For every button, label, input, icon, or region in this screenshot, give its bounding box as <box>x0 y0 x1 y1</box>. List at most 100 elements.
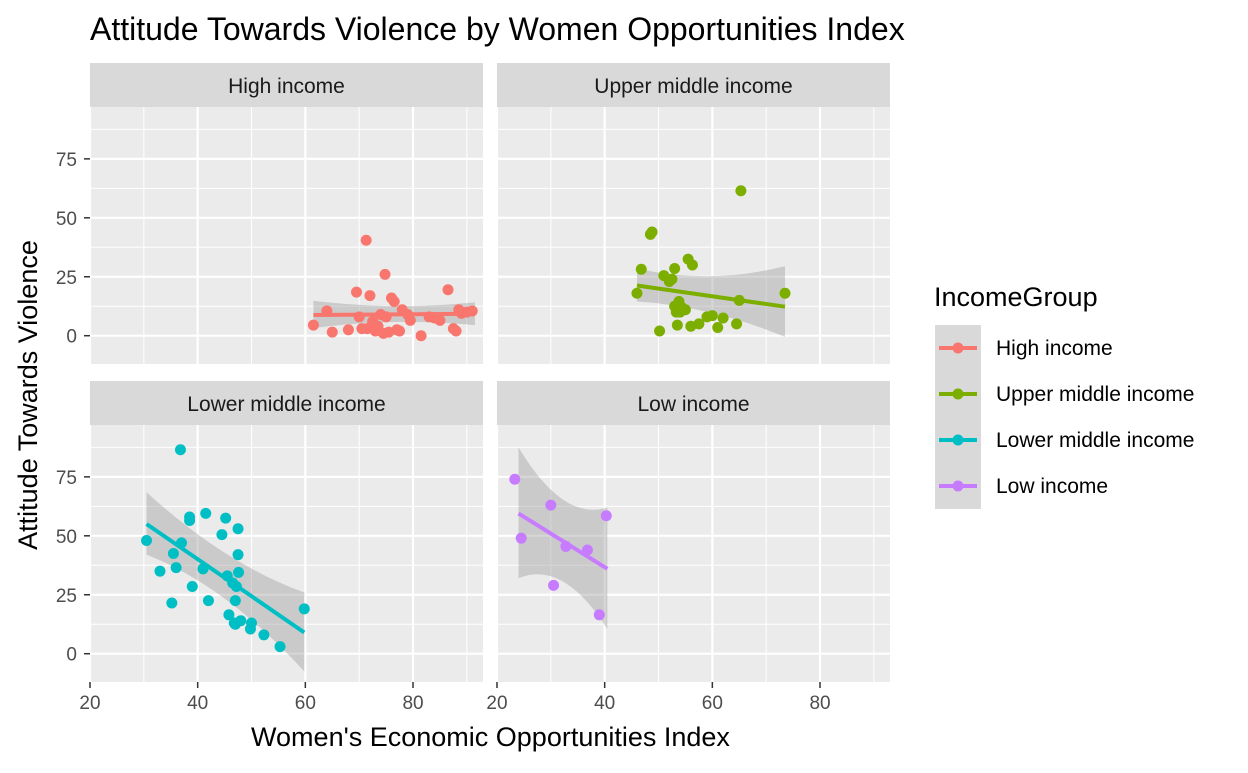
facet-strip-label: Low income <box>637 393 749 416</box>
data-point <box>298 603 310 615</box>
legend-item-label: High income <box>996 337 1113 360</box>
data-point <box>223 609 235 621</box>
y-tick-label: 25 <box>56 586 77 607</box>
facet-strip-label: Lower middle income <box>187 393 385 416</box>
chart-title: Attitude Towards Violence by Women Oppor… <box>90 11 905 47</box>
data-point <box>545 499 557 511</box>
regression-line <box>517 511 609 571</box>
data-point <box>654 325 666 337</box>
data-point <box>174 444 186 456</box>
data-point <box>141 535 153 547</box>
facet-2: Upper middle income <box>495 63 890 364</box>
legend-item-label: Upper middle income <box>996 383 1194 406</box>
y-tick-label: 75 <box>56 150 77 171</box>
data-point <box>600 510 612 522</box>
data-point <box>186 581 198 593</box>
confidence-ribbon <box>146 492 305 672</box>
facet-strip <box>90 63 483 107</box>
data-point <box>360 234 372 246</box>
data-point <box>394 325 406 337</box>
y-tick-label: 0 <box>66 645 77 666</box>
data-point <box>229 595 241 607</box>
data-point <box>712 321 724 333</box>
data-point <box>216 529 228 541</box>
x-tick-label: 40 <box>594 693 615 714</box>
facet-panel-background <box>90 107 483 364</box>
facet-3: Lower middle income 0 25 50 75 20 40 60 80 <box>56 381 483 714</box>
data-point <box>442 284 454 296</box>
data-point <box>671 319 683 331</box>
x-axis-label: Women's Economic Opportunities Index <box>251 722 730 752</box>
data-point <box>235 615 247 627</box>
data-point <box>170 562 182 574</box>
data-point <box>686 259 698 271</box>
x-tick-label: 80 <box>809 693 830 714</box>
facets-layer: High income 0 25 50 75 Upper middle income Low… <box>56 63 890 714</box>
data-point <box>233 566 245 578</box>
data-point <box>246 617 258 629</box>
data-point <box>666 273 678 285</box>
data-point <box>200 507 212 519</box>
data-point <box>154 565 166 577</box>
data-point <box>232 549 244 561</box>
x-tick-label: 20 <box>79 693 100 714</box>
legend-item-label: Lower middle income <box>996 429 1194 452</box>
x-tick-label: 60 <box>702 693 723 714</box>
facet-strip-label: Upper middle income <box>594 75 792 98</box>
regression-line <box>145 522 306 635</box>
facet-panel-background <box>497 107 890 364</box>
facet-panel-background <box>497 425 890 682</box>
facet-strip <box>90 381 483 425</box>
data-point <box>404 314 416 326</box>
data-point <box>706 310 718 322</box>
legend-key-point <box>952 480 964 492</box>
legend-title: IncomeGroup <box>934 282 1098 312</box>
data-point <box>593 609 605 621</box>
y-tick-label: 75 <box>56 468 77 489</box>
y-tick-label: 50 <box>56 209 77 230</box>
x-tick-label: 60 <box>295 693 316 714</box>
data-point <box>232 523 244 535</box>
data-point <box>731 318 743 330</box>
data-point <box>364 290 376 302</box>
regression-line <box>313 311 475 317</box>
data-point <box>669 263 681 275</box>
legend-key-point <box>952 342 964 354</box>
data-point <box>220 512 232 524</box>
x-tick-label: 80 <box>402 693 423 714</box>
y-tick-label: 50 <box>56 527 77 548</box>
facet-strip-label: High income <box>228 75 345 98</box>
data-point <box>679 304 691 316</box>
legend-key-point <box>952 434 964 446</box>
data-point <box>509 473 521 485</box>
x-tick-label: 40 <box>187 693 208 714</box>
data-point <box>450 325 462 337</box>
data-point <box>258 629 270 641</box>
legend-item-label: Low income <box>996 475 1108 498</box>
data-point <box>515 532 527 544</box>
data-point <box>693 318 705 330</box>
data-point <box>631 287 643 299</box>
data-point <box>342 324 354 336</box>
facet-strip <box>497 63 890 107</box>
confidence-ribbon <box>518 447 608 629</box>
legend: IncomeGroup High income Upper middle inco… <box>934 282 1194 509</box>
data-point <box>326 326 338 338</box>
data-point <box>307 319 319 331</box>
data-point <box>166 597 178 609</box>
legend-key-point <box>952 388 964 400</box>
data-point <box>274 641 286 653</box>
data-point <box>167 548 179 559</box>
data-point <box>350 286 362 298</box>
data-point <box>184 514 196 526</box>
facet-1: High income 0 25 50 75 <box>56 63 483 364</box>
facet-4: Low income 20 40 60 80 <box>486 381 890 714</box>
data-point <box>635 263 647 275</box>
y-axis-label: Attitude Towards Violence <box>13 240 43 550</box>
data-point <box>548 579 560 591</box>
facet-panel-background <box>90 425 483 682</box>
legend-key-background <box>935 325 981 509</box>
data-point <box>388 296 400 308</box>
regression-line <box>636 283 786 309</box>
data-point <box>379 268 391 280</box>
